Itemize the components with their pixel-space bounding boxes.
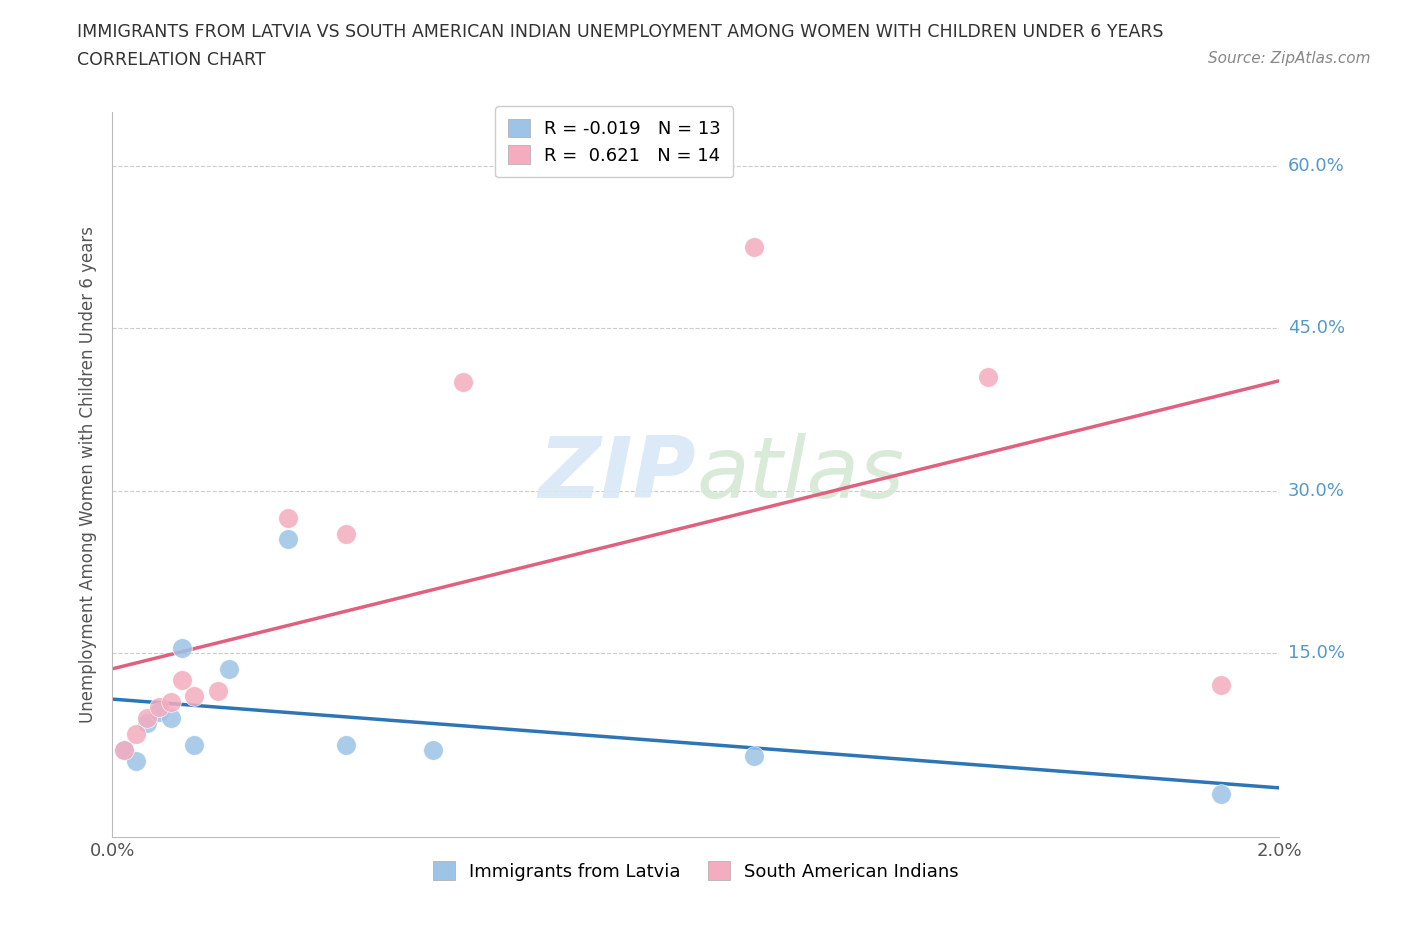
Point xyxy=(172,672,194,687)
Point xyxy=(422,743,444,758)
Point xyxy=(136,711,159,725)
Point xyxy=(335,526,357,541)
Legend: Immigrants from Latvia, South American Indians: Immigrants from Latvia, South American I… xyxy=(420,849,972,893)
Point xyxy=(218,662,240,677)
Text: IMMIGRANTS FROM LATVIA VS SOUTH AMERICAN INDIAN UNEMPLOYMENT AMONG WOMEN WITH CH: IMMIGRANTS FROM LATVIA VS SOUTH AMERICAN… xyxy=(77,23,1164,41)
Point xyxy=(125,726,148,741)
Point xyxy=(335,737,357,752)
Point xyxy=(160,694,183,709)
Text: 45.0%: 45.0% xyxy=(1288,319,1346,338)
Text: ZIP: ZIP xyxy=(538,432,696,516)
Text: CORRELATION CHART: CORRELATION CHART xyxy=(77,51,266,69)
Point xyxy=(451,375,474,390)
Point xyxy=(125,754,148,769)
Point xyxy=(742,749,765,764)
Point xyxy=(1211,786,1233,801)
Point xyxy=(160,711,183,725)
Point xyxy=(112,743,135,758)
Point xyxy=(276,532,298,547)
Text: 15.0%: 15.0% xyxy=(1288,644,1344,662)
Point xyxy=(183,689,205,704)
Y-axis label: Unemployment Among Women with Children Under 6 years: Unemployment Among Women with Children U… xyxy=(79,226,97,723)
Point xyxy=(136,716,159,731)
Point xyxy=(1211,678,1233,693)
Text: Source: ZipAtlas.com: Source: ZipAtlas.com xyxy=(1208,51,1371,66)
Point xyxy=(112,743,135,758)
Text: atlas: atlas xyxy=(696,432,904,516)
Text: 60.0%: 60.0% xyxy=(1288,157,1344,175)
Point xyxy=(276,511,298,525)
Point xyxy=(207,684,229,698)
Point xyxy=(742,240,765,255)
Point xyxy=(183,737,205,752)
Point xyxy=(148,705,170,720)
Point xyxy=(172,640,194,655)
Text: 30.0%: 30.0% xyxy=(1288,482,1344,499)
Point xyxy=(976,369,998,384)
Point xyxy=(148,699,170,714)
